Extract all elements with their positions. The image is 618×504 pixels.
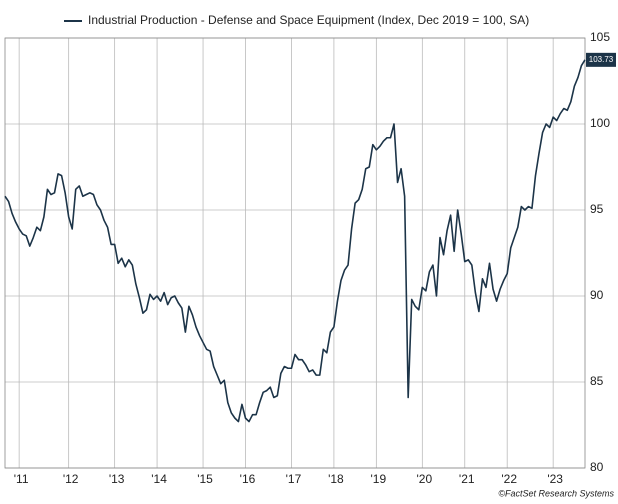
y-tick-label: 100 xyxy=(590,116,610,130)
x-tick-label: '11 xyxy=(14,472,29,486)
plot-frame xyxy=(4,37,586,469)
value-label: 103.73 xyxy=(589,55,614,64)
x-tick-label: '22 xyxy=(501,472,517,486)
x-tick-label: '14 xyxy=(151,472,167,486)
y-tick-label: 95 xyxy=(590,202,604,216)
x-tick-label: '16 xyxy=(240,472,256,486)
x-tick-label: '19 xyxy=(371,472,387,486)
data-line xyxy=(4,59,586,423)
y-tick-label: 105 xyxy=(590,30,610,44)
legend-label: Industrial Production - Defense and Spac… xyxy=(88,13,529,27)
x-tick-label: '17 xyxy=(286,472,302,486)
source: ©FactSet Research Systems xyxy=(498,488,614,498)
x-tick-label: '15 xyxy=(197,472,213,486)
y-tick-label: 90 xyxy=(590,288,604,302)
y-tick-label: 80 xyxy=(590,460,604,474)
y-tick-label: 85 xyxy=(590,374,604,388)
x-tick-label: '20 xyxy=(416,472,432,486)
x-tick-label: '13 xyxy=(109,472,125,486)
x-tick-label: '18 xyxy=(328,472,344,486)
x-tick-label: '21 xyxy=(459,472,475,486)
x-tick-label: '12 xyxy=(63,472,79,486)
value-label-box xyxy=(586,52,616,67)
x-tick-label: '23 xyxy=(547,472,563,486)
